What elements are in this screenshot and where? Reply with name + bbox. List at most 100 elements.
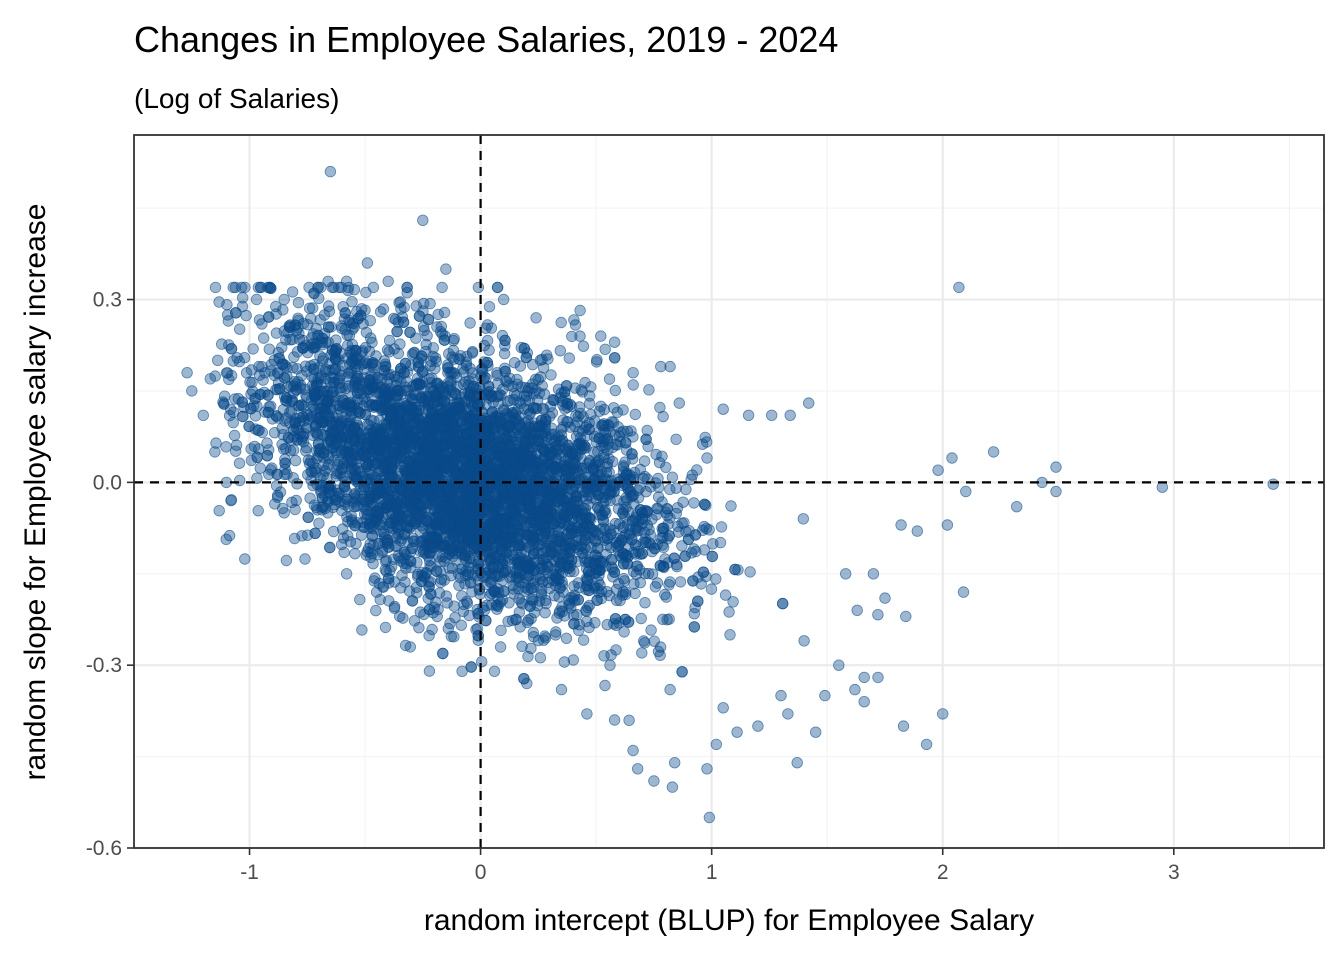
points-layer [181, 165, 1279, 824]
data-point [466, 347, 479, 359]
data-point [558, 459, 570, 472]
data-point [626, 448, 638, 460]
data-point [303, 302, 316, 314]
data-point [510, 613, 522, 626]
data-point [549, 629, 562, 641]
data-point [396, 569, 408, 582]
data-point [583, 423, 595, 436]
data-point [268, 427, 281, 439]
data-point [466, 367, 479, 379]
data-point [454, 403, 466, 415]
data-point [537, 576, 549, 588]
data-point [609, 613, 622, 625]
data-point [725, 500, 737, 512]
data-point [556, 435, 569, 447]
data-point [233, 457, 246, 469]
data-point [707, 538, 719, 550]
data-point [592, 501, 604, 514]
data-point [558, 656, 571, 668]
data-point [507, 486, 520, 498]
data-point [330, 470, 342, 482]
data-point [698, 498, 711, 511]
data-point [357, 493, 369, 506]
data-point [653, 456, 666, 469]
data-point [352, 313, 364, 325]
data-point [442, 362, 454, 374]
data-point [648, 635, 661, 647]
data-point [394, 296, 407, 308]
data-point [584, 390, 596, 402]
data-point [349, 548, 361, 560]
data-point [413, 622, 425, 634]
data-point [606, 416, 618, 428]
data-point [452, 568, 465, 580]
data-point [289, 454, 302, 467]
data-point [388, 312, 400, 325]
data-point [674, 576, 687, 588]
data-point [660, 591, 673, 603]
data-point [223, 529, 236, 542]
data-point [577, 340, 590, 352]
data-point [639, 637, 651, 649]
data-point [680, 483, 692, 496]
data-point [261, 450, 274, 462]
data-point [473, 583, 486, 595]
data-point [436, 281, 448, 294]
data-point [472, 607, 484, 620]
data-point [220, 441, 232, 453]
data-point [351, 387, 364, 399]
data-point [700, 522, 713, 535]
data-point [508, 394, 520, 406]
data-point [304, 492, 316, 504]
data-point [481, 319, 494, 331]
data-point [611, 406, 624, 419]
data-point [595, 523, 607, 536]
data-point [576, 462, 588, 475]
data-point [499, 365, 511, 378]
data-point [387, 553, 400, 566]
data-point [566, 447, 578, 459]
data-point [381, 344, 394, 356]
data-point [360, 326, 373, 339]
data-point [493, 388, 506, 400]
data-point [624, 474, 637, 486]
data-point [534, 652, 547, 664]
data-point [364, 315, 377, 327]
data-point [423, 629, 435, 642]
data-point [777, 597, 789, 610]
data-point [522, 385, 534, 397]
data-point [220, 367, 233, 379]
data-point [397, 316, 410, 328]
data-point [636, 647, 648, 659]
data-point [492, 489, 504, 502]
data-point [227, 355, 240, 367]
data-point [252, 505, 264, 517]
data-point [292, 296, 305, 309]
data-point [688, 497, 700, 509]
data-point [635, 612, 647, 625]
data-point [313, 517, 325, 530]
data-point [582, 499, 594, 511]
data-point [538, 388, 551, 400]
chart-subtitle: (Log of Salaries) [134, 83, 339, 114]
data-point [408, 615, 421, 627]
data-point [532, 634, 545, 647]
data-point [290, 494, 302, 507]
data-point [553, 573, 565, 586]
data-point [370, 604, 382, 617]
data-point [872, 609, 884, 621]
data-point [406, 595, 419, 607]
data-point [670, 433, 682, 446]
data-point [653, 481, 665, 494]
data-point [239, 553, 251, 565]
data-point [491, 281, 504, 294]
data-point [287, 444, 300, 456]
data-point [537, 362, 550, 374]
data-point [691, 464, 703, 476]
data-point [379, 621, 392, 634]
data-point [274, 383, 286, 395]
data-point [265, 282, 277, 295]
data-point [601, 433, 614, 445]
data-point [519, 436, 532, 449]
